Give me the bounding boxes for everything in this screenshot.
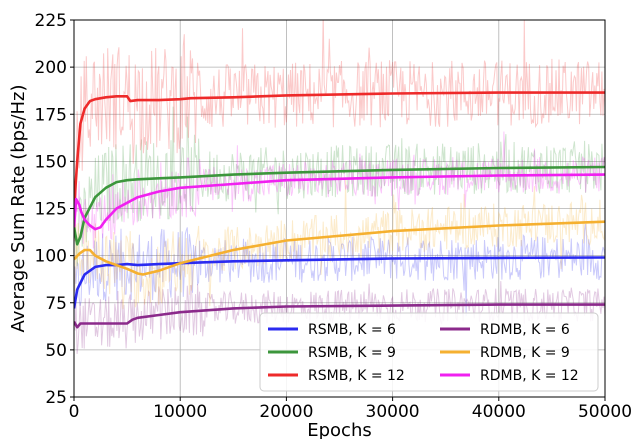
y-tick-label: 100 — [35, 247, 67, 267]
x-tick-label: 30000 — [366, 402, 420, 422]
series-line — [74, 165, 605, 246]
y-tick-label: 75 — [45, 294, 67, 314]
y-tick-label: 175 — [35, 105, 67, 125]
legend-box — [259, 312, 599, 392]
y-tick-label: 200 — [35, 58, 67, 78]
noise-band — [74, 106, 605, 267]
series-line — [74, 303, 605, 329]
legend-label: RDMB, K = 9 — [480, 345, 570, 361]
series-line — [74, 173, 605, 231]
series-line — [74, 91, 605, 209]
y-tick-label: 150 — [35, 152, 67, 172]
legend: RSMB, K = 6 RSMB, K = 9 RSMB, K = 12 RDMB, … — [259, 312, 599, 392]
y-tick-label: 225 — [35, 11, 67, 31]
x-tick-label: 40000 — [472, 402, 526, 422]
legend-label: RSMB, K = 12 — [308, 368, 405, 384]
noise-band — [74, 177, 605, 310]
x-tick-label: 10000 — [153, 402, 207, 422]
axis-ticks: 0 10000 20000 30000 40000 50000 25 50 75 100 125 15… — [35, 11, 633, 422]
y-tick-label: 125 — [35, 200, 67, 220]
x-tick-label: 20000 — [259, 402, 313, 422]
y-axis-label: Average Sum Rate (bps/Hz) — [8, 84, 29, 332]
noise-bands — [74, 20, 605, 354]
series-line — [74, 220, 605, 276]
legend-label: RSMB, K = 9 — [308, 345, 396, 361]
x-tick-label: 50000 — [578, 402, 632, 422]
x-tick-label: 0 — [69, 402, 80, 422]
series-line — [74, 256, 605, 309]
y-tick-label: 50 — [45, 341, 67, 361]
noise-band — [74, 20, 605, 242]
legend-label: RDMB, K = 12 — [480, 368, 579, 384]
series-lines — [74, 91, 605, 329]
y-tick-label: 25 — [45, 388, 67, 408]
noise-band — [74, 131, 605, 249]
x-axis-label: Epochs — [307, 420, 372, 439]
legend-label: RSMB, K = 6 — [308, 322, 396, 338]
legend-label: RDMB, K = 6 — [480, 322, 570, 338]
